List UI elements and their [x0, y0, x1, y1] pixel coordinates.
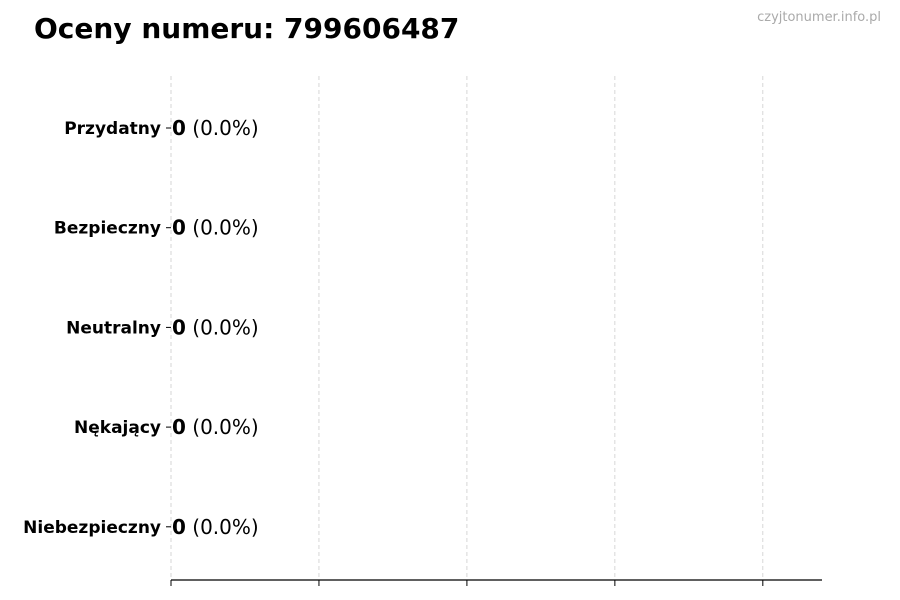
- percent-label: (0.0%): [186, 216, 259, 240]
- data-label: 0 (0.0%): [172, 515, 259, 539]
- y-tick-label: Przydatny: [64, 119, 161, 139]
- percent-label: (0.0%): [186, 515, 259, 539]
- data-label: 0 (0.0%): [172, 116, 259, 140]
- data-label: 0 (0.0%): [172, 216, 259, 240]
- percent-label: (0.0%): [186, 315, 259, 339]
- chart-title: Oceny numeru: 799606487: [34, 12, 460, 45]
- y-tick-label: Neutralny: [66, 318, 161, 338]
- y-tick-label: Niebezpieczny: [23, 518, 161, 538]
- data-label: 0 (0.0%): [172, 415, 259, 439]
- watermark: czyjtonumer.info.pl: [757, 10, 881, 25]
- y-tick-label: Bezpieczny: [54, 219, 161, 239]
- y-tick-label: Nękający: [74, 418, 161, 438]
- count-label: 0: [172, 116, 186, 140]
- count-label: 0: [172, 216, 186, 240]
- count-label: 0: [172, 515, 186, 539]
- count-label: 0: [172, 315, 186, 339]
- data-label: 0 (0.0%): [172, 315, 259, 339]
- percent-label: (0.0%): [186, 415, 259, 439]
- count-label: 0: [172, 415, 186, 439]
- percent-label: (0.0%): [186, 116, 259, 140]
